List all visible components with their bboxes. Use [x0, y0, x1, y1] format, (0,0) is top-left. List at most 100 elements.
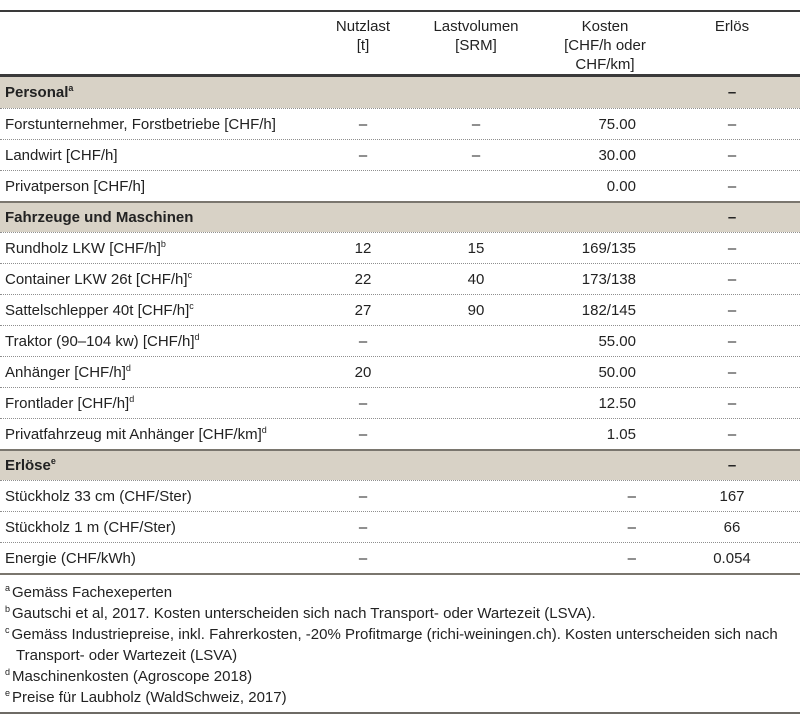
cell-erloes: – — [727, 239, 737, 257]
cell-erloes: – — [727, 363, 737, 381]
footnote-marker: b — [160, 238, 166, 249]
table-row: Forstunternehmer, Forstbetriebe [CHF/h] –… — [0, 108, 800, 139]
column-header-label: Nutzlast — [335, 18, 391, 35]
row-label: Sattelschlepper 40t [CHF/h]c — [5, 300, 194, 319]
table-row: Energie (CHF/kWh) – – 0.054 — [0, 542, 800, 573]
footnote-marker: d — [261, 424, 267, 435]
column-header-unit: [t] — [356, 37, 370, 54]
cell-kosten: 55.00 — [598, 332, 636, 350]
table-row: Sattelschlepper 40t [CHF/h]c 27 90 182/145 – — [0, 294, 800, 325]
section-row: Fahrzeuge und Maschinen – — [0, 201, 800, 232]
cell-nutzlast: – — [358, 394, 368, 412]
cell-kosten: 12.50 — [598, 394, 636, 412]
cell-erloes: – — [727, 209, 737, 226]
cell-nutzlast: 12 — [354, 239, 372, 257]
section-row: Erlösee – — [0, 449, 800, 480]
cell-kosten: 182/145 — [581, 301, 636, 319]
cell-erloes: – — [727, 425, 737, 443]
cell-nutzlast: – — [358, 549, 368, 567]
cost-revenue-table: Nutzlast [t] Lastvolumen [SRM] Kosten [C… — [0, 10, 800, 575]
cell-erloes: – — [727, 270, 737, 288]
footnote: a Gemäss Fachexeperten — [5, 583, 173, 602]
column-header-lastvolumen: Lastvolumen [SRM] — [406, 17, 546, 55]
footnote-marker: d — [5, 667, 11, 677]
cell-erloes: – — [727, 394, 737, 412]
column-header-unit: [SRM] — [455, 37, 497, 54]
footnote-marker: d — [194, 331, 200, 342]
cell-nutzlast: – — [358, 332, 368, 350]
table-row: Rundholz LKW [CHF/h]b 12 15 169/135 – — [0, 232, 800, 263]
row-label: Anhänger [CHF/h]d — [5, 362, 131, 381]
cell-lastvolumen: 40 — [467, 270, 485, 288]
footnote-marker: d — [129, 393, 135, 404]
cell-erloes: – — [727, 332, 737, 350]
table-header-row: Nutzlast [t] Lastvolumen [SRM] Kosten [C… — [0, 12, 800, 77]
column-header-nutzlast: Nutzlast [t] — [320, 17, 406, 55]
cell-kosten: – — [627, 487, 636, 505]
cell-nutzlast: – — [358, 115, 368, 133]
footnote-marker: a — [5, 583, 11, 593]
cell-lastvolumen: 15 — [467, 239, 485, 257]
footnote-marker: d — [125, 362, 131, 373]
footnote-marker: c — [5, 625, 10, 635]
table-row: Privatperson [CHF/h] 0.00 – — [0, 170, 800, 201]
cell-erloes: 167 — [719, 487, 745, 505]
cell-erloes: – — [727, 301, 737, 319]
table-body: Personala – Forstunternehmer, Forstbetrieb… — [0, 77, 800, 573]
cell-erloes: – — [727, 84, 737, 101]
cell-kosten: 1.05 — [606, 425, 636, 443]
cell-nutzlast: 27 — [354, 301, 372, 319]
cell-kosten: 0.00 — [606, 177, 636, 195]
cell-kosten: 30.00 — [598, 146, 636, 164]
table-row: Landwirt [CHF/h] – – 30.00 – — [0, 139, 800, 170]
cell-kosten: – — [627, 549, 636, 567]
cell-kosten: 50.00 — [598, 363, 636, 381]
table-row: Anhänger [CHF/h]d 20 50.00 – — [0, 356, 800, 387]
footnote-marker: b — [5, 604, 11, 614]
cell-kosten: 75.00 — [598, 115, 636, 133]
column-header-unit: [CHF/h oder CHF/km] — [564, 37, 646, 73]
cell-kosten: 169/135 — [581, 239, 636, 257]
cell-erloes: – — [727, 177, 737, 195]
column-header-kosten: Kosten [CHF/h oder CHF/km] — [546, 17, 664, 74]
cell-erloes: – — [727, 457, 737, 474]
cell-nutzlast: – — [358, 425, 368, 443]
cell-nutzlast: – — [358, 487, 368, 505]
row-label: Landwirt [CHF/h] — [5, 146, 118, 164]
row-label: Stückholz 1 m (CHF/Ster) — [5, 518, 176, 536]
row-label: Frontlader [CHF/h]d — [5, 393, 135, 412]
footnote-marker: c — [187, 269, 193, 280]
table-bottom-rule — [0, 573, 800, 575]
row-label: Rundholz LKW [CHF/h]b — [5, 238, 166, 257]
cell-erloes: – — [727, 115, 737, 133]
cell-nutzlast: 20 — [354, 363, 372, 381]
column-header-label: Erlös — [714, 18, 750, 35]
footnote: d Maschinenkosten (Agroscope 2018) — [5, 667, 253, 686]
column-header-label: Lastvolumen — [433, 18, 519, 35]
cell-kosten: 173/138 — [581, 270, 636, 288]
footnote-marker: e — [5, 688, 11, 698]
table-row: Stückholz 33 cm (CHF/Ster) – – 167 — [0, 480, 800, 511]
row-label: Privatperson [CHF/h] — [5, 177, 146, 195]
row-label: Forstunternehmer, Forstbetriebe [CHF/h] — [5, 115, 276, 133]
row-label: Personala — [5, 83, 74, 102]
cell-nutzlast: – — [358, 146, 368, 164]
row-label: Container LKW 26t [CHF/h]c — [5, 269, 193, 288]
cell-nutzlast: – — [358, 518, 368, 536]
cell-kosten: – — [627, 518, 636, 536]
footnotes: a Gemäss Fachexeperten b Gautschi et al, 20… — [5, 582, 793, 708]
footnote: e Preise für Laubholz (WaldSchweiz, 2017) — [5, 688, 287, 707]
cell-lastvolumen: – — [471, 115, 481, 133]
table-row: Privatfahrzeug mit Anhänger [CHF/km]d – 1.… — [0, 418, 800, 449]
cell-erloes: – — [727, 146, 737, 164]
table-row: Stückholz 1 m (CHF/Ster) – – 66 — [0, 511, 800, 542]
section-row: Personala – — [0, 77, 800, 108]
cell-lastvolumen: 90 — [467, 301, 485, 319]
row-label: Traktor (90–104 kw) [CHF/h]d — [5, 331, 200, 350]
cell-lastvolumen: – — [471, 146, 481, 164]
cell-erloes: 66 — [723, 518, 741, 536]
footnote-marker: a — [68, 83, 74, 93]
row-label: Energie (CHF/kWh) — [5, 549, 136, 567]
footnote-marker: e — [50, 456, 56, 466]
